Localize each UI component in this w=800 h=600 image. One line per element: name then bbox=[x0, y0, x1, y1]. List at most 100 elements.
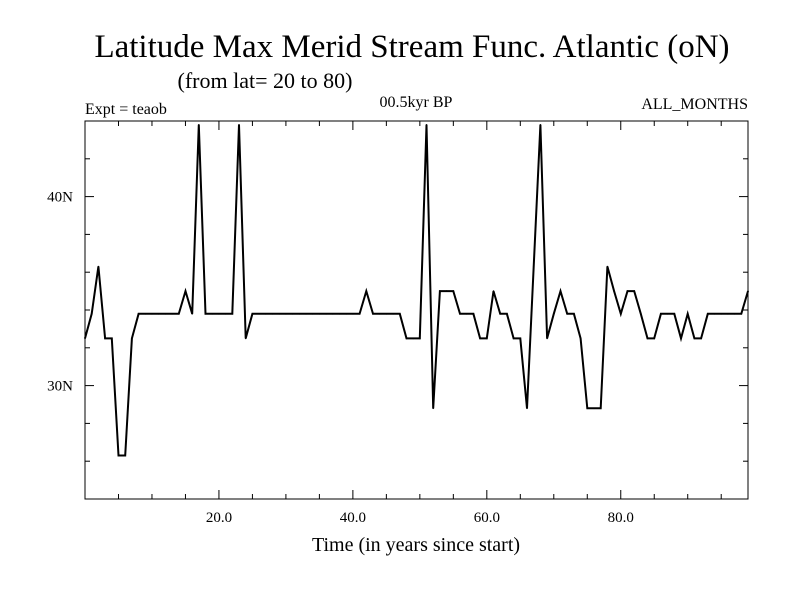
data-point bbox=[459, 313, 461, 315]
data-point bbox=[224, 313, 227, 315]
data-point bbox=[673, 313, 676, 315]
data-point bbox=[332, 313, 334, 315]
data-point bbox=[445, 290, 448, 292]
months-label: ALL_MONTHS bbox=[641, 96, 748, 113]
data-point bbox=[117, 454, 120, 457]
data-point bbox=[666, 313, 669, 315]
data-point bbox=[499, 313, 502, 315]
data-point bbox=[486, 337, 488, 340]
data-point bbox=[144, 313, 147, 315]
x-tick-label: 40.0 bbox=[340, 510, 366, 526]
data-point bbox=[291, 313, 294, 315]
data-point bbox=[599, 407, 602, 410]
plot-frame bbox=[84, 120, 749, 500]
data-point bbox=[727, 313, 729, 315]
data-point bbox=[465, 313, 468, 315]
data-point bbox=[640, 313, 642, 315]
experiment-label: Expt = teaob bbox=[85, 101, 167, 118]
data-point bbox=[392, 313, 394, 315]
data-point bbox=[553, 313, 555, 315]
data-point bbox=[137, 313, 140, 315]
data-point bbox=[472, 313, 475, 315]
data-point bbox=[258, 313, 260, 315]
x-tick-label: 60.0 bbox=[474, 510, 500, 526]
data-point bbox=[271, 313, 274, 315]
data-point bbox=[198, 124, 200, 126]
data-point bbox=[606, 265, 609, 268]
data-point bbox=[325, 313, 327, 315]
data-point bbox=[660, 313, 662, 315]
data-point bbox=[338, 313, 341, 315]
x-axis-label: Time (in years since start) bbox=[312, 534, 520, 556]
data-point bbox=[184, 290, 187, 292]
data-point bbox=[298, 313, 301, 315]
data-point bbox=[372, 313, 374, 315]
data-point bbox=[720, 313, 722, 315]
data-point bbox=[164, 313, 167, 315]
data-point bbox=[593, 407, 595, 410]
data-point bbox=[633, 290, 635, 292]
chart-title: Latitude Max Merid Stream Func. Atlantic… bbox=[94, 29, 729, 65]
data-point bbox=[211, 313, 213, 315]
data-point bbox=[204, 313, 207, 315]
axis-ticks bbox=[85, 121, 748, 499]
y-tick-label: 40N bbox=[47, 190, 73, 206]
y-tick-label: 30N bbox=[47, 379, 73, 395]
chart-subtitle: (from lat= 20 to 80) bbox=[178, 68, 353, 93]
data-point bbox=[733, 313, 736, 315]
data-point bbox=[519, 337, 522, 340]
data-point bbox=[626, 290, 629, 292]
x-tick-label: 20.0 bbox=[206, 510, 232, 526]
data-point bbox=[680, 337, 682, 340]
data-point bbox=[278, 313, 281, 315]
data-point bbox=[111, 337, 113, 340]
data-point bbox=[425, 124, 428, 126]
data-point bbox=[646, 337, 649, 340]
data-point bbox=[506, 313, 508, 315]
period-label: 00.5kyr BP bbox=[380, 94, 453, 111]
data-point bbox=[579, 337, 582, 340]
data-point bbox=[378, 313, 381, 315]
data-point bbox=[131, 337, 133, 340]
data-point bbox=[218, 313, 220, 315]
data-point bbox=[613, 290, 615, 292]
data-point bbox=[707, 313, 709, 315]
data-point bbox=[586, 407, 589, 410]
data-point bbox=[559, 290, 562, 292]
data-point bbox=[566, 313, 568, 315]
data-point bbox=[526, 407, 528, 410]
data-point bbox=[244, 337, 247, 340]
data-point bbox=[539, 124, 542, 126]
data-point bbox=[546, 337, 548, 340]
data-point bbox=[419, 337, 421, 340]
data-point bbox=[285, 313, 287, 315]
data-point bbox=[399, 313, 401, 315]
series-line bbox=[84, 124, 749, 457]
data-point bbox=[157, 313, 160, 315]
data-point bbox=[532, 265, 535, 268]
data-point bbox=[358, 313, 361, 315]
data-point bbox=[432, 407, 435, 410]
data-point bbox=[713, 313, 716, 315]
data-point bbox=[84, 337, 86, 340]
data-point bbox=[693, 337, 696, 340]
data-point bbox=[191, 313, 193, 315]
data-point bbox=[265, 313, 267, 315]
data-point bbox=[439, 290, 441, 292]
data-point bbox=[620, 313, 622, 315]
data-point bbox=[747, 290, 749, 292]
data-point bbox=[305, 313, 307, 315]
data-point bbox=[512, 337, 515, 340]
data-point bbox=[97, 265, 100, 268]
x-tick-label: 80.0 bbox=[608, 510, 634, 526]
data-point bbox=[124, 454, 126, 457]
data-point bbox=[171, 313, 173, 315]
data-point bbox=[231, 313, 234, 315]
data-point bbox=[104, 337, 106, 340]
data-point bbox=[151, 313, 153, 315]
data-point bbox=[90, 313, 93, 315]
data-point bbox=[311, 313, 314, 315]
data-point bbox=[686, 313, 689, 315]
data-point bbox=[352, 313, 354, 315]
data-points bbox=[84, 124, 749, 457]
